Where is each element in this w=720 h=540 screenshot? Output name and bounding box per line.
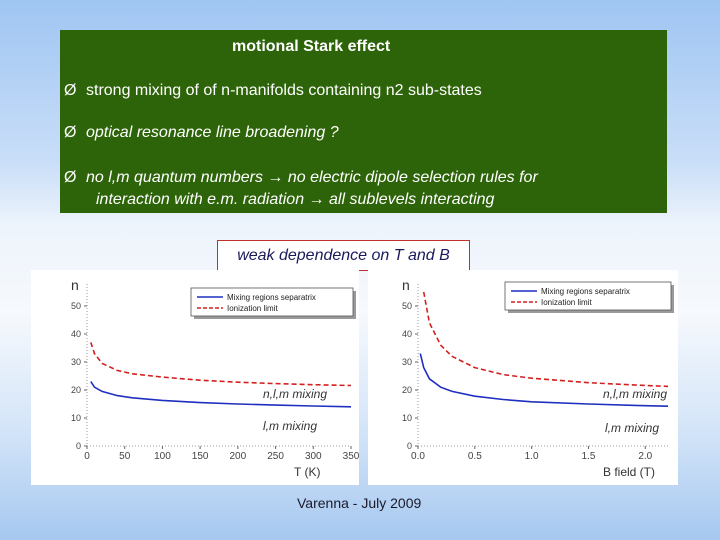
x-tick-label: 100 <box>154 451 171 462</box>
x-tick-label: 300 <box>305 451 322 462</box>
x-tick-label: 150 <box>192 451 209 462</box>
x-tick-label: 0.0 <box>411 451 425 462</box>
y-tick-label: 30 <box>71 357 81 367</box>
bullet-text: optical resonance line broadening ? <box>86 124 339 141</box>
arrow-bullet-icon: Ø <box>64 124 77 141</box>
x-tick-label: 2.0 <box>638 451 652 462</box>
x-tick-label: 1.0 <box>525 451 539 462</box>
chart-annotation: n,l,m mixing <box>603 387 667 401</box>
bullet-text-line1: no l,m quantum numbers → no electric dip… <box>86 169 538 186</box>
y-axis-label: n <box>71 277 79 293</box>
y-tick-label: 50 <box>71 301 81 311</box>
y-tick-label: 10 <box>71 413 81 423</box>
legend-box <box>190 287 354 317</box>
chart-annotation: l,m mixing <box>605 421 659 435</box>
chart-bfield-svg: 0 10 20 30 40 50 0.0 0.5 1.0 1.5 2.0 n B field (T) Mi… <box>402 277 674 479</box>
x-axis-label: T (K) <box>294 465 320 479</box>
series-line-mixing-regions-separatrix <box>90 381 352 408</box>
bullet-text-line2: interaction with e.m. radiation → all su… <box>96 191 495 208</box>
y-axis-label: n <box>402 277 410 293</box>
series-line-ionization-limit <box>90 342 352 387</box>
chart-bfield: 0 10 20 30 40 50 0.0 0.5 1.0 1.5 2.0 n B field (T) Mi… <box>368 270 678 485</box>
series-line-ionization-limit <box>422 291 669 388</box>
legend-label: Mixing regions separatrix <box>227 293 316 302</box>
legend-label: Ionization limit <box>541 298 592 307</box>
chart-temperature: 0 10 20 30 40 50 0 50 100 150 200 250 300 350 n T (K) Mi… <box>31 270 359 485</box>
y-tick-label: 10 <box>402 413 412 423</box>
x-tick-label: 350 <box>343 451 359 462</box>
y-tick-label: 0 <box>407 441 412 451</box>
x-tick-label: 0.5 <box>468 451 482 462</box>
x-tick-label: 0 <box>84 451 90 462</box>
legend-label: Ionization limit <box>227 304 278 313</box>
header-panel <box>60 30 667 213</box>
chart-annotation: l,m mixing <box>263 419 317 433</box>
legend-box <box>504 281 672 311</box>
y-tick-label: 20 <box>402 385 412 395</box>
y-tick-label: 0 <box>76 441 81 451</box>
y-tick-label: 50 <box>402 301 412 311</box>
x-tick-label: 200 <box>230 451 247 462</box>
series-line-mixing-regions-separatrix <box>419 353 669 407</box>
y-tick-label: 40 <box>402 329 412 339</box>
x-axis-label: B field (T) <box>603 465 655 479</box>
y-tick-label: 20 <box>71 385 81 395</box>
x-tick-label: 250 <box>267 451 284 462</box>
slide-title: motional Stark effect <box>232 38 391 55</box>
x-tick-label: 50 <box>119 451 131 462</box>
x-tick-label: 1.5 <box>582 451 596 462</box>
arrow-bullet-icon: Ø <box>64 169 77 186</box>
chart-temperature-svg: 0 10 20 30 40 50 0 50 100 150 200 250 300 350 n T (K) Mi… <box>71 277 359 479</box>
y-tick-label: 30 <box>402 357 412 367</box>
highlight-box: weak dependence on T and B <box>217 240 470 271</box>
chart-annotation: n,l,m mixing <box>263 387 327 401</box>
footer-text: Varenna - July 2009 <box>297 495 422 511</box>
bullet-text: strong mixing of of n-manifolds containi… <box>86 82 482 99</box>
arrow-bullet-icon: Ø <box>64 82 77 99</box>
y-tick-label: 40 <box>71 329 81 339</box>
legend-label: Mixing regions separatrix <box>541 287 630 296</box>
